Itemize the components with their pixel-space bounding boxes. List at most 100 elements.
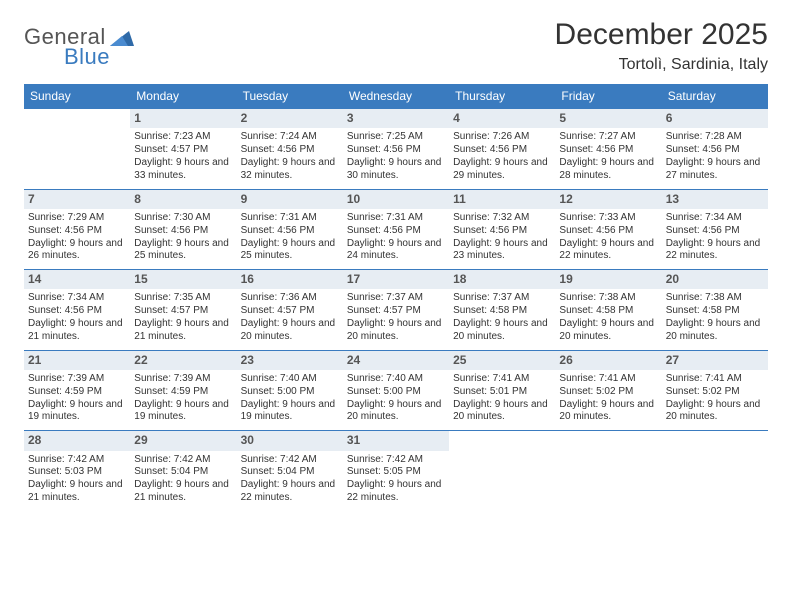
day-number: 18 — [449, 270, 555, 289]
daylight-line: Daylight: 9 hours and 25 minutes. — [241, 238, 339, 264]
sunset-line: Sunset: 5:00 PM — [347, 386, 445, 399]
calendar-day-cell: 6Sunrise: 7:28 AMSunset: 4:56 PMDaylight… — [662, 109, 768, 190]
sunrise-line: Sunrise: 7:37 AM — [453, 292, 551, 305]
calendar-day-cell: 24Sunrise: 7:40 AMSunset: 5:00 PMDayligh… — [343, 350, 449, 431]
daylight-line: Daylight: 9 hours and 33 minutes. — [134, 157, 232, 183]
sunset-line: Sunset: 5:04 PM — [241, 466, 339, 479]
calendar-day-cell — [449, 431, 555, 511]
day-number: 27 — [662, 351, 768, 370]
dow-monday: Monday — [130, 84, 236, 109]
sunset-line: Sunset: 5:01 PM — [453, 386, 551, 399]
calendar-day-cell: 23Sunrise: 7:40 AMSunset: 5:00 PMDayligh… — [237, 350, 343, 431]
sunrise-line: Sunrise: 7:38 AM — [559, 292, 657, 305]
calendar-day-cell: 4Sunrise: 7:26 AMSunset: 4:56 PMDaylight… — [449, 109, 555, 190]
sunrise-line: Sunrise: 7:31 AM — [347, 212, 445, 225]
calendar-day-cell: 8Sunrise: 7:30 AMSunset: 4:56 PMDaylight… — [130, 189, 236, 270]
sunset-line: Sunset: 4:56 PM — [559, 225, 657, 238]
sunset-line: Sunset: 4:58 PM — [559, 305, 657, 318]
day-number: 22 — [130, 351, 236, 370]
calendar-week: 28 Sunrise: 7:42 AM Sunset: 5:03 PM Dayligh… — [24, 431, 768, 511]
daylight-line: Daylight: 9 hours and 25 minutes. — [134, 238, 232, 264]
daylight-line: Daylight: 9 hours and 20 minutes. — [666, 318, 764, 344]
sunrise-line: Sunrise: 7:38 AM — [666, 292, 764, 305]
sunrise-line: Sunrise: 7:37 AM — [347, 292, 445, 305]
calendar-week: 14Sunrise: 7:34 AMSunset: 4:56 PMDayligh… — [24, 270, 768, 351]
sunset-line: Sunset: 4:57 PM — [134, 305, 232, 318]
sunset-line: Sunset: 4:57 PM — [134, 144, 232, 157]
day-number: 5 — [555, 109, 661, 128]
day-number: 21 — [24, 351, 130, 370]
calendar-day-cell — [662, 431, 768, 511]
daylight-line: Daylight: 9 hours and 22 minutes. — [559, 238, 657, 264]
sunrise-line: Sunrise: 7:42 AM — [347, 454, 445, 467]
month-title: December 2025 — [555, 18, 768, 52]
sunset-line: Sunset: 5:02 PM — [559, 386, 657, 399]
sunset-line: Sunset: 5:05 PM — [347, 466, 445, 479]
daylight-line: Daylight: 9 hours and 19 minutes. — [241, 399, 339, 425]
calendar-day-cell: 18Sunrise: 7:37 AMSunset: 4:58 PMDayligh… — [449, 270, 555, 351]
day-number: 12 — [555, 190, 661, 209]
day-number: 2 — [237, 109, 343, 128]
calendar-day-cell: 22Sunrise: 7:39 AMSunset: 4:59 PMDayligh… — [130, 350, 236, 431]
sunset-line: Sunset: 4:56 PM — [666, 225, 764, 238]
calendar-week: 21Sunrise: 7:39 AMSunset: 4:59 PMDayligh… — [24, 350, 768, 431]
sunrise-line: Sunrise: 7:23 AM — [134, 131, 232, 144]
day-number: 6 — [662, 109, 768, 128]
calendar-day-cell — [24, 109, 130, 190]
calendar-day-cell: 16Sunrise: 7:36 AMSunset: 4:57 PMDayligh… — [237, 270, 343, 351]
sunset-line: Sunset: 4:56 PM — [241, 225, 339, 238]
calendar-day-cell: 3Sunrise: 7:25 AMSunset: 4:56 PMDaylight… — [343, 109, 449, 190]
calendar-day-cell: 27Sunrise: 7:41 AMSunset: 5:02 PMDayligh… — [662, 350, 768, 431]
sunset-line: Sunset: 4:56 PM — [28, 305, 126, 318]
sunrise-line: Sunrise: 7:34 AM — [28, 292, 126, 305]
dow-friday: Friday — [555, 84, 661, 109]
daylight-line: Daylight: 9 hours and 20 minutes. — [347, 399, 445, 425]
daylight-line: Daylight: 9 hours and 27 minutes. — [666, 157, 764, 183]
calendar-day-cell: 31Sunrise: 7:42 AMSunset: 5:05 PMDayligh… — [343, 431, 449, 511]
calendar-day-cell: 7Sunrise: 7:29 AMSunset: 4:56 PMDaylight… — [24, 189, 130, 270]
daylight-line: Daylight: 9 hours and 22 minutes. — [666, 238, 764, 264]
calendar-week: 1Sunrise: 7:23 AMSunset: 4:57 PMDaylight… — [24, 109, 768, 190]
sunset-line: Sunset: 4:59 PM — [134, 386, 232, 399]
day-number: 13 — [662, 190, 768, 209]
day-number: 3 — [343, 109, 449, 128]
sunrise-line: Sunrise: 7:29 AM — [28, 212, 126, 225]
daylight-line: Daylight: 9 hours and 26 minutes. — [28, 238, 126, 264]
sunset-line: Sunset: 5:03 PM — [28, 466, 126, 479]
calendar-day-cell: 5Sunrise: 7:27 AMSunset: 4:56 PMDaylight… — [555, 109, 661, 190]
dow-sunday: Sunday — [24, 84, 130, 109]
daylight-line: Daylight: 9 hours and 21 minutes. — [134, 479, 232, 505]
calendar-day-cell: 11Sunrise: 7:32 AMSunset: 4:56 PMDayligh… — [449, 189, 555, 270]
day-number: 28 — [24, 431, 130, 450]
sunset-line: Sunset: 4:56 PM — [241, 144, 339, 157]
daylight-line: Daylight: 9 hours and 21 minutes. — [134, 318, 232, 344]
day-number: 23 — [237, 351, 343, 370]
calendar-body: 1Sunrise: 7:23 AMSunset: 4:57 PMDaylight… — [24, 109, 768, 511]
sunset-line: Sunset: 4:56 PM — [453, 225, 551, 238]
sunrise-line: Sunrise: 7:42 AM — [241, 454, 339, 467]
sunrise-line: Sunrise: 7:40 AM — [241, 373, 339, 386]
calendar-table: Sunday Monday Tuesday Wednesday Thursday… — [24, 84, 768, 511]
day-number: 25 — [449, 351, 555, 370]
day-number: 11 — [449, 190, 555, 209]
day-number: 20 — [662, 270, 768, 289]
location: Tortolì, Sardinia, Italy — [555, 56, 768, 74]
day-number: 19 — [555, 270, 661, 289]
sunrise-line: Sunrise: 7:32 AM — [453, 212, 551, 225]
day-number: 26 — [555, 351, 661, 370]
daylight-line: Daylight: 9 hours and 20 minutes. — [666, 399, 764, 425]
calendar-day-cell: 28Sunrise: 7:42 AMSunset: 5:03 PMDayligh… — [24, 431, 130, 511]
daylight-line: Daylight: 9 hours and 20 minutes. — [453, 318, 551, 344]
calendar-day-cell: 26Sunrise: 7:41 AMSunset: 5:02 PMDayligh… — [555, 350, 661, 431]
brand-triangle-icon — [110, 28, 134, 46]
title-block: December 2025 Tortolì, Sardinia, Italy — [555, 18, 768, 74]
calendar-header-row: Sunday Monday Tuesday Wednesday Thursday… — [24, 84, 768, 109]
calendar-page: General December 2025 Tortolì, Sardinia,… — [0, 0, 792, 612]
calendar-day-cell: 17Sunrise: 7:37 AMSunset: 4:57 PMDayligh… — [343, 270, 449, 351]
calendar-day-cell: 19Sunrise: 7:38 AMSunset: 4:58 PMDayligh… — [555, 270, 661, 351]
sunset-line: Sunset: 4:56 PM — [134, 225, 232, 238]
day-number: 29 — [130, 431, 236, 450]
day-number: 31 — [343, 431, 449, 450]
calendar-day-cell: 25Sunrise: 7:41 AMSunset: 5:01 PMDayligh… — [449, 350, 555, 431]
sunrise-line: Sunrise: 7:33 AM — [559, 212, 657, 225]
